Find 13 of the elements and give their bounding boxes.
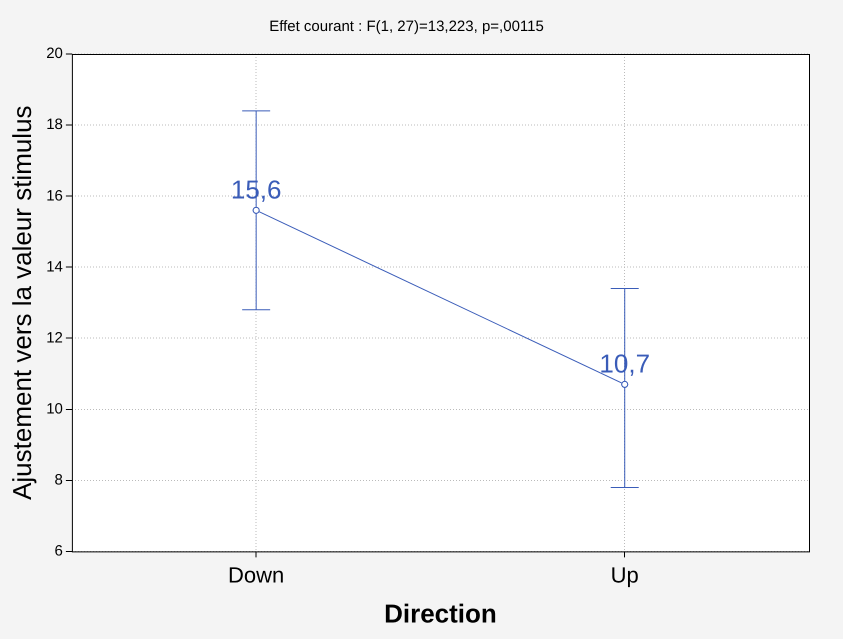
y-tick-label: 20 <box>46 45 63 62</box>
chart-title: Effet courant : F(1, 27)=13,223, p=,00115 <box>269 18 544 36</box>
x-tick-label: Up <box>610 562 639 588</box>
y-tick-label: 6 <box>54 542 63 560</box>
x-tick-label: Down <box>228 562 284 588</box>
x-axis-title: Direction <box>384 598 497 629</box>
y-tick-label: 16 <box>46 187 63 204</box>
y-tick-label: 18 <box>46 116 63 134</box>
y-tick-label: 10 <box>46 400 63 418</box>
y-tick-label: 8 <box>54 471 63 488</box>
y-tick-label: 14 <box>46 258 63 276</box>
y-tick-label: 12 <box>46 329 63 346</box>
y-axis-title: Ajustement vers la valeur stimulus <box>6 105 37 500</box>
